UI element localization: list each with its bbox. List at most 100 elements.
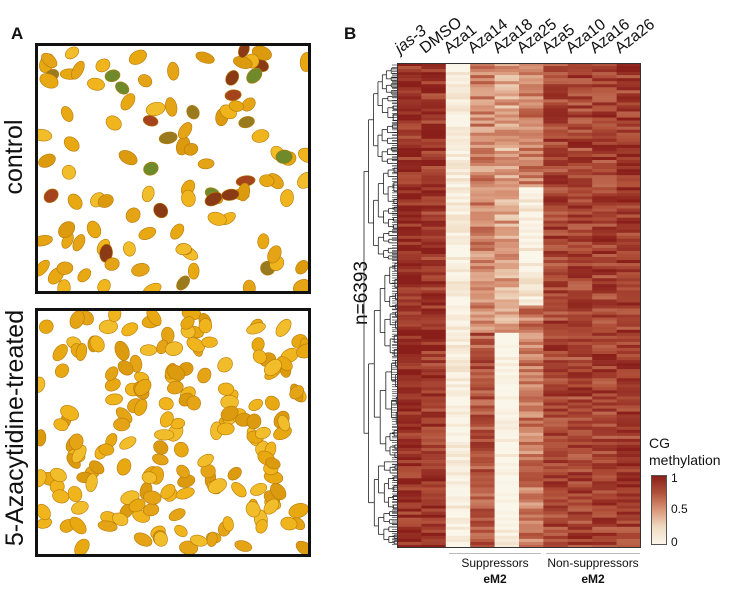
heatmap-cell <box>519 278 544 282</box>
heatmap-cell <box>592 93 617 97</box>
heatmap-cell <box>445 435 471 440</box>
heatmap-cell <box>470 460 495 464</box>
heatmap-cell <box>397 247 422 252</box>
heatmap-cell <box>445 329 471 334</box>
seed <box>241 97 256 112</box>
heatmap-cell <box>397 129 422 134</box>
seed <box>180 316 195 330</box>
heatmap-cell <box>470 466 495 470</box>
heatmap-cell <box>592 405 617 409</box>
heatmap-cell <box>567 502 593 506</box>
heatmap-cell <box>543 399 569 403</box>
heatmap-cell <box>494 469 520 473</box>
heatmap-cell <box>543 293 569 297</box>
heatmap-cell <box>567 317 593 321</box>
heatmap-cell <box>543 338 569 343</box>
heatmap-cell <box>445 332 471 337</box>
heatmap-cell <box>543 217 569 221</box>
heatmap-cell <box>421 393 447 397</box>
seed <box>198 318 213 334</box>
heatmap-cell <box>470 299 495 303</box>
heatmap-cell <box>616 396 641 400</box>
heatmap-cell <box>519 302 544 306</box>
heatmap-cell <box>445 387 471 391</box>
heatmap-cell <box>519 211 544 215</box>
heatmap-cell <box>421 196 447 200</box>
seed <box>296 343 308 359</box>
heatmap-cell <box>421 475 447 479</box>
heatmap-cell <box>567 366 593 370</box>
heatmap-cell <box>445 381 471 385</box>
heatmap-cell <box>592 226 617 231</box>
heatmap-cell <box>567 178 593 182</box>
heatmap-cell <box>470 241 495 246</box>
heatmap-cell <box>567 250 593 255</box>
seed <box>154 429 175 441</box>
heatmap-cell <box>592 344 617 349</box>
heatmap-cell <box>519 387 544 391</box>
heatmap-cell <box>519 102 544 106</box>
heatmap-cell <box>421 229 447 234</box>
seed <box>228 100 244 112</box>
heatmap-cell <box>397 226 422 231</box>
heatmap-cell <box>616 360 641 364</box>
heatmap-cell <box>421 269 447 273</box>
seed <box>246 322 266 335</box>
heatmap-cell <box>616 535 641 540</box>
heatmap-cell <box>616 238 641 243</box>
heatmap-cell <box>567 487 593 491</box>
heatmap-cell <box>445 290 471 294</box>
heatmap-cell <box>421 414 447 418</box>
heatmap-cell <box>567 244 593 249</box>
heatmap-cell <box>421 214 447 218</box>
heatmap-cell <box>592 429 617 434</box>
heatmap-cell <box>567 369 593 373</box>
heatmap-cell <box>616 272 641 276</box>
heatmap-cell <box>494 393 520 397</box>
heatmap-cell <box>397 190 422 194</box>
heatmap-cell <box>616 63 641 67</box>
heatmap-cell <box>397 287 422 291</box>
heatmap-cell <box>397 481 422 485</box>
seed <box>105 366 119 381</box>
seed <box>174 524 188 538</box>
heatmap-cell <box>519 105 544 109</box>
heatmap-cell <box>616 484 641 488</box>
heatmap-cell <box>470 411 495 415</box>
heatmap-cell <box>397 369 422 373</box>
heatmap-cell <box>397 435 422 440</box>
heatmap-cell <box>445 517 471 522</box>
heatmap-cell <box>567 111 593 115</box>
seed <box>131 263 150 277</box>
heatmap-cell <box>543 414 569 418</box>
heatmap-cell <box>445 544 471 548</box>
heatmap-cell <box>567 341 593 346</box>
heatmap-cell <box>592 135 617 140</box>
heatmap-cell <box>445 502 471 506</box>
legend-title-line1: CG <box>649 435 670 451</box>
heatmap-cell <box>421 405 447 409</box>
heatmap-cell <box>470 275 495 279</box>
heatmap-cell <box>616 511 641 515</box>
heatmap-cell <box>567 311 593 315</box>
heatmap-cell <box>592 490 617 494</box>
heatmap-cell <box>494 141 520 146</box>
heatmap-cell <box>567 126 593 130</box>
seed <box>53 418 69 432</box>
seed <box>206 531 218 547</box>
heatmap-cell <box>494 344 520 349</box>
heatmap-cell <box>543 275 569 279</box>
control-seeds-photo <box>35 43 311 294</box>
heatmap-cell <box>543 363 569 367</box>
heatmap-cell <box>519 499 544 503</box>
heatmap-cell <box>397 290 422 294</box>
heatmap-cell <box>445 341 471 346</box>
heatmap-cell <box>616 178 641 182</box>
heatmap-cell <box>445 272 471 276</box>
heatmap-cell <box>592 408 617 412</box>
heatmap-cell <box>592 496 617 500</box>
heatmap-cell <box>616 111 641 115</box>
heatmap-cell <box>543 166 569 170</box>
heatmap-cell <box>445 229 471 234</box>
heatmap-cell <box>494 444 520 449</box>
